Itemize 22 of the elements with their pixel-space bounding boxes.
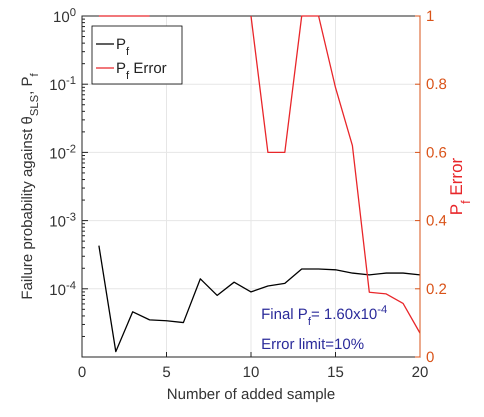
- x-tick-label: 15: [327, 364, 344, 381]
- x-tick-label: 10: [242, 364, 260, 381]
- y2-tick-label: 0.4: [426, 212, 447, 230]
- legend-label: P$_{f}$: [116, 36, 130, 58]
- y-tick-label: 10$^{-1}$: [49, 75, 76, 94]
- y-tick-label: 10$^{-4}$: [49, 280, 76, 299]
- line-series: [98, 244, 421, 352]
- annotation: Final P$_{f}$= 1.60x10$^{-4}$: [261, 304, 388, 328]
- y2-tick-label: 0.6: [426, 144, 447, 161]
- annotation: Error limit=10%: [261, 336, 364, 353]
- legend-label: P$_{f}$ Error: [116, 60, 167, 82]
- y-tick-label: 10$^{0}$: [53, 7, 76, 26]
- x-tick-label: 5: [162, 364, 171, 381]
- y2-tick-label: 1: [426, 8, 434, 24]
- y-tick-label: 10$^{-3}$: [49, 212, 76, 231]
- x-axis-title: Number of added sample: [166, 386, 336, 403]
- y2-tick-label: 0: [426, 348, 434, 366]
- y-tick-label: 10$^{-2}$: [49, 143, 76, 162]
- x-tick-label: 20: [412, 364, 428, 381]
- y2-tick-label: 0.2: [426, 280, 447, 298]
- y2-tick-label: 0.8: [426, 76, 447, 93]
- x-tick-label: 0: [78, 364, 86, 381]
